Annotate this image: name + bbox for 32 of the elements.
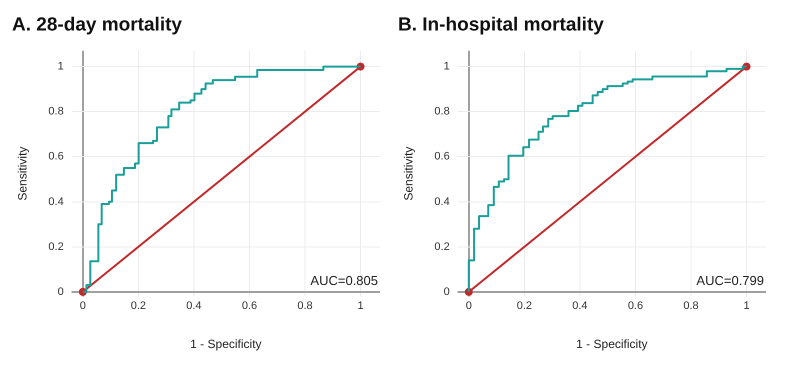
chart-title: B. In-hospital mortality (398, 14, 604, 36)
x-tick-label: 0.6 (628, 300, 644, 312)
y-tick-label: 0.6 (48, 150, 64, 163)
y-tick-label: 1 (58, 60, 64, 73)
chart-title: A. 28-day mortality (12, 14, 182, 36)
y-tick-label: 0.4 (48, 196, 64, 208)
x-tick-label: 0.2 (516, 300, 532, 312)
x-axis-title: 1 - Specificity (576, 337, 648, 352)
y-axis-title: Sensitivity (16, 146, 30, 201)
y-tick-label: 0.6 (434, 150, 450, 163)
annotation: AUC=0.805 (310, 272, 378, 288)
x-tick-label: 0.6 (242, 300, 258, 312)
y-tick-label: 0.2 (434, 240, 450, 253)
x-tick-label: 1 (357, 300, 364, 312)
y-axis-title: Sensitivity (402, 146, 416, 201)
x-tick-label: 0.8 (297, 300, 313, 312)
y-tick-label: 0 (58, 286, 64, 298)
y-tick-label: 0.8 (48, 106, 64, 118)
annotation: AUC=0.799 (696, 272, 764, 288)
x-tick-label: 1 (743, 300, 750, 312)
x-tick-label: 0.4 (572, 300, 588, 312)
x-tick-label: 0.8 (683, 300, 699, 312)
x-axis-title: 1 - Specificity (190, 337, 262, 352)
x-tick-label: 0.4 (186, 300, 202, 312)
x-tick-label: 0 (466, 300, 472, 312)
y-tick-label: 0.4 (434, 196, 450, 208)
y-tick-label: 0 (444, 286, 450, 298)
y-tick-label: 0.2 (48, 240, 64, 253)
x-tick-label: 0.2 (130, 300, 146, 312)
y-tick-label: 0.8 (434, 106, 450, 118)
y-tick-label: 1 (444, 60, 450, 73)
x-tick-label: 0 (80, 300, 86, 312)
